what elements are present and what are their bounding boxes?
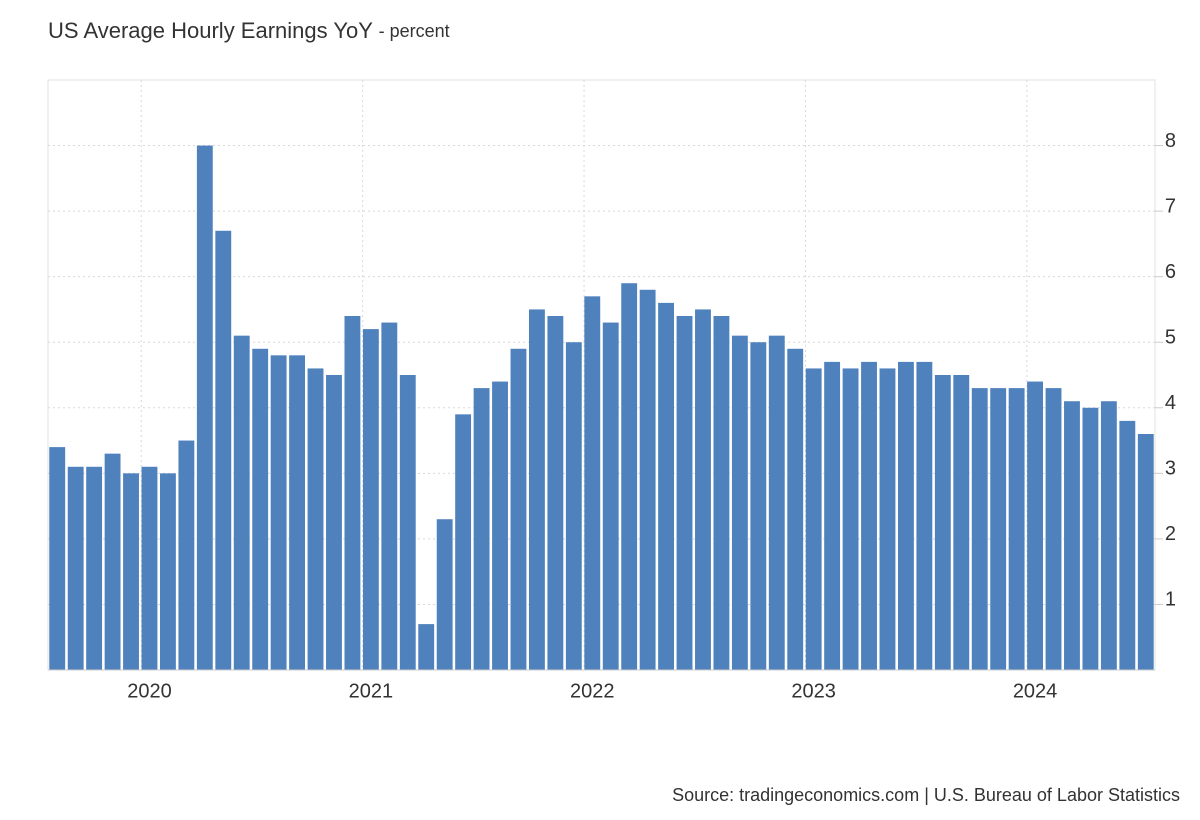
- bar: [787, 348, 804, 670]
- chart-title: US Average Hourly Earnings YoY - percent: [48, 18, 450, 43]
- bar: [252, 348, 269, 670]
- bar: [916, 361, 933, 670]
- bar: [897, 361, 914, 670]
- y-tick-label: 1: [1165, 589, 1176, 611]
- bar: [953, 375, 970, 670]
- bar: [159, 473, 176, 670]
- y-tick-label: 5: [1165, 327, 1176, 349]
- bar: [1045, 388, 1062, 670]
- bar: [362, 329, 379, 670]
- bar: [1137, 434, 1154, 670]
- bar: [104, 453, 121, 670]
- bar: [123, 473, 139, 670]
- bar: [196, 145, 213, 671]
- bar: [178, 440, 195, 670]
- x-tick-label: 2021: [349, 680, 394, 702]
- bar: [971, 388, 988, 670]
- bar: [547, 316, 564, 670]
- bar: [750, 342, 767, 670]
- bar: [621, 283, 638, 670]
- bar: [455, 414, 472, 670]
- bar: [233, 335, 250, 670]
- bar: [215, 230, 232, 670]
- bar: [990, 388, 1007, 670]
- bar: [768, 335, 785, 670]
- bar: [289, 355, 306, 670]
- plot-border: [47, 79, 1156, 671]
- bar: [805, 368, 822, 670]
- source: Source: tradingeconomics.com | U.S. Bure…: [672, 785, 1180, 805]
- x-tick-label: 2020: [127, 680, 172, 702]
- bar: [399, 375, 416, 670]
- bar: [473, 388, 490, 670]
- subtitle: - percent: [379, 21, 450, 41]
- bar: [676, 316, 693, 670]
- bar: [436, 519, 453, 670]
- bar: [639, 289, 656, 670]
- y-tick-label: 2: [1165, 523, 1176, 545]
- bar: [842, 368, 859, 670]
- bar: [381, 322, 398, 670]
- bar: [565, 342, 582, 670]
- bar: [713, 316, 730, 670]
- bar: [49, 447, 66, 670]
- bar: [731, 335, 748, 670]
- title: US Average Hourly Earnings YoY: [48, 18, 373, 43]
- bar: [861, 361, 877, 670]
- bar: [510, 348, 527, 670]
- bar: [934, 375, 951, 670]
- bar: [141, 466, 158, 670]
- bar: [270, 355, 287, 670]
- y-tick-label: 6: [1165, 261, 1176, 283]
- y-tick-label: 4: [1165, 392, 1176, 414]
- bar: [1100, 401, 1117, 670]
- bar: [695, 309, 711, 670]
- bar: [602, 322, 619, 670]
- bar: [528, 309, 545, 670]
- bar: [67, 466, 84, 670]
- y-tick-label: 7: [1165, 195, 1176, 217]
- x-tick-label: 2022: [570, 680, 615, 702]
- x-tick-label: 2024: [1013, 680, 1058, 702]
- bar: [492, 381, 508, 670]
- bar: [584, 296, 601, 670]
- bar: [1008, 388, 1025, 670]
- bar: [879, 368, 896, 670]
- bar: [1082, 407, 1099, 670]
- bar: [344, 316, 361, 670]
- bar: [326, 375, 342, 670]
- y-tick-label: 8: [1165, 130, 1176, 152]
- bar: [1119, 420, 1136, 670]
- bar: [307, 368, 324, 670]
- x-tick-label: 2023: [791, 680, 836, 702]
- bar: [418, 624, 435, 670]
- y-tick-label: 3: [1165, 458, 1176, 480]
- bar: [824, 361, 841, 670]
- bar: [1064, 401, 1080, 670]
- bar: [658, 302, 675, 670]
- bar: [1027, 381, 1044, 670]
- bar: [86, 466, 103, 670]
